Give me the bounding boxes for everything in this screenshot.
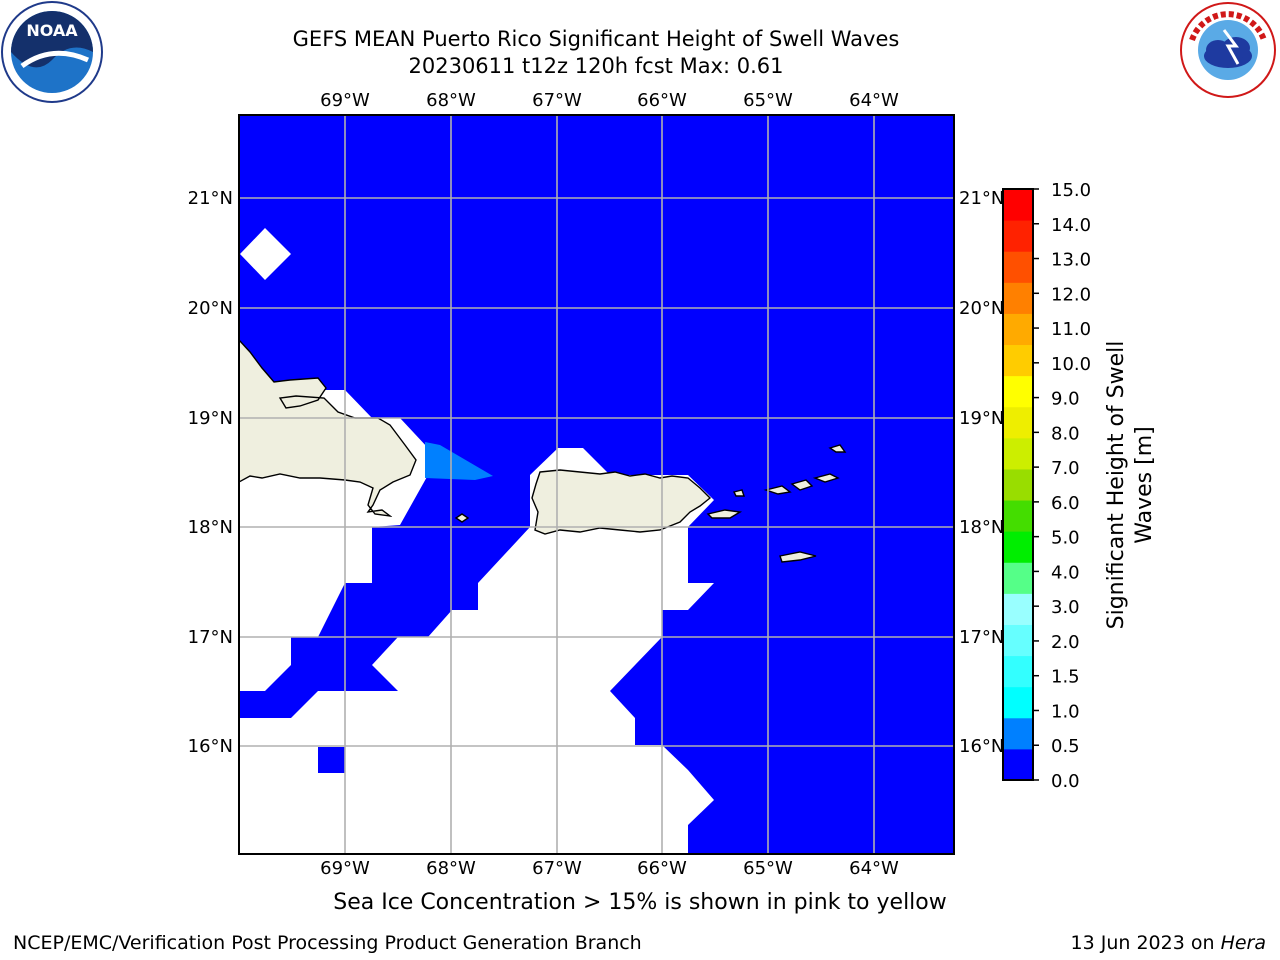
colorbar-label-line1: Significant Height of Swell xyxy=(1104,341,1129,630)
colorbar-frame xyxy=(1002,188,1034,781)
lon-label-top: 69°W xyxy=(320,90,370,111)
map-gridlines xyxy=(239,115,954,854)
lat-label-right: 16°N xyxy=(959,736,1004,757)
lat-label-right: 19°N xyxy=(959,408,1004,429)
lon-label-top: 65°W xyxy=(743,90,793,111)
colorbar-segment xyxy=(1003,251,1033,283)
colorbar-segment xyxy=(1003,344,1033,377)
lat-label-left: 19°N xyxy=(188,408,233,429)
lat-label-left: 16°N xyxy=(188,736,233,757)
lat-label-left: 17°N xyxy=(188,627,233,648)
colorbar-tick-label: 0.5 xyxy=(1051,736,1080,757)
lat-label-right: 21°N xyxy=(959,188,1004,209)
footer-date: 13 Jun 2023 on Hera xyxy=(1071,932,1266,954)
st-john-land xyxy=(790,479,814,491)
lon-labels: 69°W 68°W 67°W 66°W 65°W 64°W 69°W 68°W … xyxy=(320,90,899,879)
lat-label-right: 18°N xyxy=(959,517,1004,538)
tortola-land xyxy=(812,473,840,483)
lat-label-right: 17°N xyxy=(959,627,1004,648)
colorbar-tick-label: 4.0 xyxy=(1051,562,1080,583)
colorbar-tick-label: 15.0 xyxy=(1051,180,1091,201)
st-croix-land xyxy=(779,551,817,563)
colorbar-segment xyxy=(1003,748,1033,781)
map-plot-area xyxy=(239,115,954,854)
sea-ice-note: Sea Ice Concentration > 15% is shown in … xyxy=(333,890,947,915)
colorbar-segment xyxy=(1003,313,1033,346)
lon-label-top: 64°W xyxy=(849,90,899,111)
colorbar-segment xyxy=(1003,655,1033,688)
lon-label-top: 66°W xyxy=(637,90,687,111)
nws-logo xyxy=(1180,2,1276,98)
colorbar-segment xyxy=(1003,531,1033,563)
colorbar-tick-label: 10.0 xyxy=(1051,354,1091,375)
colorbar-tick-label: 9.0 xyxy=(1051,389,1080,410)
colorbar-tick-label: 0.0 xyxy=(1051,771,1080,792)
puerto-rico-land xyxy=(531,469,712,535)
lat-label-left: 20°N xyxy=(188,298,233,319)
colorbar-tick-label: 6.0 xyxy=(1051,493,1080,514)
anegada-land xyxy=(828,444,847,453)
map-frame xyxy=(238,114,955,855)
hispaniola-land xyxy=(239,338,417,518)
colorbar-segment xyxy=(1003,282,1033,314)
map-title: GEFS MEAN Puerto Rico Significant Height… xyxy=(292,27,900,51)
lat-labels-right: 21°N 20°N 19°N 18°N 17°N 16°N xyxy=(959,188,1004,757)
noaa-logo: NOAA xyxy=(1,1,103,103)
colorbar-tick-label: 8.0 xyxy=(1051,423,1080,444)
colorbar-tick-label: 1.5 xyxy=(1051,667,1080,688)
swell-patch-0-5m xyxy=(425,442,493,480)
colorbar-segment xyxy=(1003,562,1033,594)
footer-host: Hera xyxy=(1220,932,1266,954)
colorbar-tick-label: 3.0 xyxy=(1051,597,1080,618)
colorbar-segment xyxy=(1003,220,1033,252)
lon-label-bottom: 68°W xyxy=(426,858,476,879)
colorbar-segment xyxy=(1003,624,1033,657)
mona-island-land xyxy=(454,513,470,523)
colorbar-segment xyxy=(1003,406,1033,439)
vieques-land xyxy=(706,509,743,519)
colorbar-segment xyxy=(1003,468,1033,501)
noaa-logo-text: NOAA xyxy=(26,21,78,40)
colorbar-segment xyxy=(1003,593,1033,625)
colorbar-tick-label: 5.0 xyxy=(1051,528,1080,549)
lon-label-bottom: 65°W xyxy=(743,858,793,879)
colorbar-segment xyxy=(1003,189,1033,221)
colorbar-label-line2: Waves [m] xyxy=(1132,426,1157,543)
culebra-land xyxy=(732,489,745,497)
footer-branch: NCEP/EMC/Verification Post Processing Pr… xyxy=(13,932,642,954)
lon-label-top: 68°W xyxy=(426,90,476,111)
colorbar-tick-label: 1.0 xyxy=(1051,701,1080,722)
footer-date-text: 13 Jun 2023 on xyxy=(1070,932,1221,954)
lon-label-top: 67°W xyxy=(532,90,582,111)
lon-label-bottom: 67°W xyxy=(532,858,582,879)
colorbar-tick-label: 14.0 xyxy=(1051,215,1091,236)
lon-label-bottom: 69°W xyxy=(320,858,370,879)
ocean-cell xyxy=(318,747,345,773)
colorbar-tick-label: 7.0 xyxy=(1051,458,1080,479)
colorbar xyxy=(1002,188,1034,781)
colorbar-segment xyxy=(1003,717,1033,750)
lon-label-bottom: 64°W xyxy=(849,858,899,879)
lat-labels-left: 21°N 20°N 19°N 18°N 17°N 16°N xyxy=(188,188,233,757)
colorbar-tick-labels: 0.0 0.5 1.0 1.5 2.0 3.0 4.0 5.0 6.0 7.0 8.0 9.0 10.0… xyxy=(1033,180,1091,792)
colorbar-segment xyxy=(1003,437,1033,470)
colorbar-tick-label: 13.0 xyxy=(1051,250,1091,271)
colorbar-segment xyxy=(1003,375,1033,408)
lat-label-right: 20°N xyxy=(959,298,1004,319)
lat-label-left: 21°N xyxy=(188,188,233,209)
lat-label-left: 18°N xyxy=(188,517,233,538)
landmasses xyxy=(239,338,847,563)
colorbar-segment xyxy=(1003,686,1033,719)
colorbar-tick-label: 2.0 xyxy=(1051,632,1080,653)
colorbar-tick-label: 12.0 xyxy=(1051,284,1091,305)
colorbar-tick-label: 11.0 xyxy=(1051,319,1091,340)
lon-label-bottom: 66°W xyxy=(637,858,687,879)
colorbar-segment xyxy=(1003,500,1033,532)
map-subtitle-forecast: 20230611 t12z 120h fcst Max: 0.61 xyxy=(408,54,784,78)
st-thomas-land xyxy=(763,485,792,495)
